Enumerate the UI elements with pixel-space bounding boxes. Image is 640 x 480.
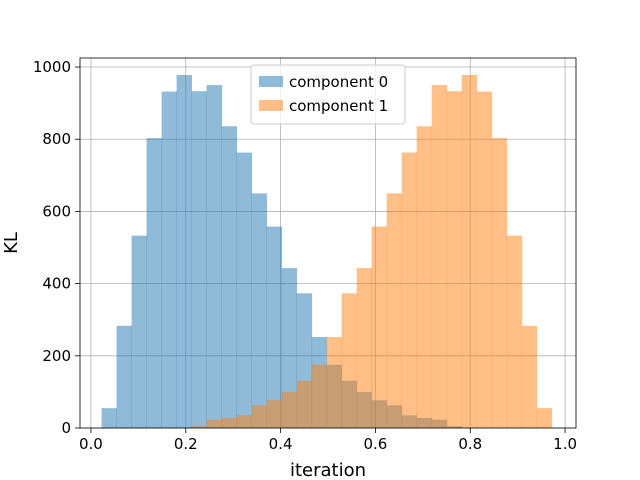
histogram-bar xyxy=(446,91,463,429)
histogram-bar xyxy=(176,74,193,428)
histogram-bar xyxy=(221,417,238,428)
x-tick-label: 0.8 xyxy=(458,435,482,453)
histogram-bar xyxy=(101,408,117,428)
y-axis-label: KL xyxy=(1,232,22,254)
histogram-bar xyxy=(236,152,253,428)
histogram-bar xyxy=(386,193,403,428)
histogram-bar xyxy=(461,74,478,428)
legend-swatch xyxy=(259,76,283,87)
histogram-bar xyxy=(371,226,388,428)
histogram-bar xyxy=(506,235,523,428)
plot-frame xyxy=(79,57,577,429)
histogram-bar xyxy=(116,325,132,428)
histogram-bar xyxy=(146,138,163,428)
x-tick-label: 1.0 xyxy=(553,435,577,453)
x-tick-label: 0.6 xyxy=(363,435,387,453)
legend-entry-label: component 0 xyxy=(289,73,388,91)
x-tick-label: 0.0 xyxy=(79,435,103,453)
series-component-1-bars xyxy=(191,74,553,429)
x-tick-label: 0.4 xyxy=(269,435,293,453)
histogram-bar xyxy=(521,325,538,428)
y-axis-ticks: 0 200 400 600 800 1000 xyxy=(33,58,80,437)
legend-box xyxy=(250,64,406,125)
histogram-bar xyxy=(476,91,493,428)
legend-swatch xyxy=(259,100,283,111)
legend-entry-label: component 1 xyxy=(289,97,388,115)
histogram-bar xyxy=(491,138,508,428)
histogram-bar xyxy=(341,293,358,428)
histogram-bar xyxy=(266,226,283,428)
histogram-bar xyxy=(206,85,223,428)
histogram-bar xyxy=(191,426,208,428)
histogram-bar xyxy=(431,85,448,428)
legend: component 0 component 1 xyxy=(250,64,406,125)
y-tick-label: 600 xyxy=(42,202,71,220)
histogram-bars xyxy=(101,74,553,429)
histogram-bar xyxy=(236,415,253,428)
histogram-bar xyxy=(416,126,433,428)
histogram-bar xyxy=(296,380,313,428)
histogram-bar xyxy=(326,337,343,428)
y-tick-label: 0 xyxy=(61,419,71,437)
y-tick-label: 200 xyxy=(42,347,71,365)
histogram-bar xyxy=(131,235,147,428)
histogram-bar xyxy=(356,268,373,428)
y-tick-label: 800 xyxy=(42,130,71,148)
histogram-bar xyxy=(281,268,298,428)
histogram-bar xyxy=(311,364,328,428)
y-tick-label: 400 xyxy=(42,275,71,293)
histogram-bar xyxy=(281,391,298,428)
histogram-bar xyxy=(161,91,177,428)
x-axis-ticks: 0.0 0.2 0.4 0.6 0.8 1.0 xyxy=(79,428,577,453)
y-tick-label: 1000 xyxy=(33,58,71,76)
x-axis-label: iteration xyxy=(290,460,366,480)
histogram-bar xyxy=(536,408,553,428)
histogram-bar xyxy=(251,405,268,428)
histogram-bar xyxy=(206,419,223,428)
histogram-bar xyxy=(191,91,208,429)
histogram-bar xyxy=(401,152,418,428)
x-tick-label: 0.2 xyxy=(174,435,198,453)
histogram-bar xyxy=(251,193,268,428)
histogram-bar xyxy=(221,126,238,428)
histogram-bar xyxy=(266,400,283,428)
